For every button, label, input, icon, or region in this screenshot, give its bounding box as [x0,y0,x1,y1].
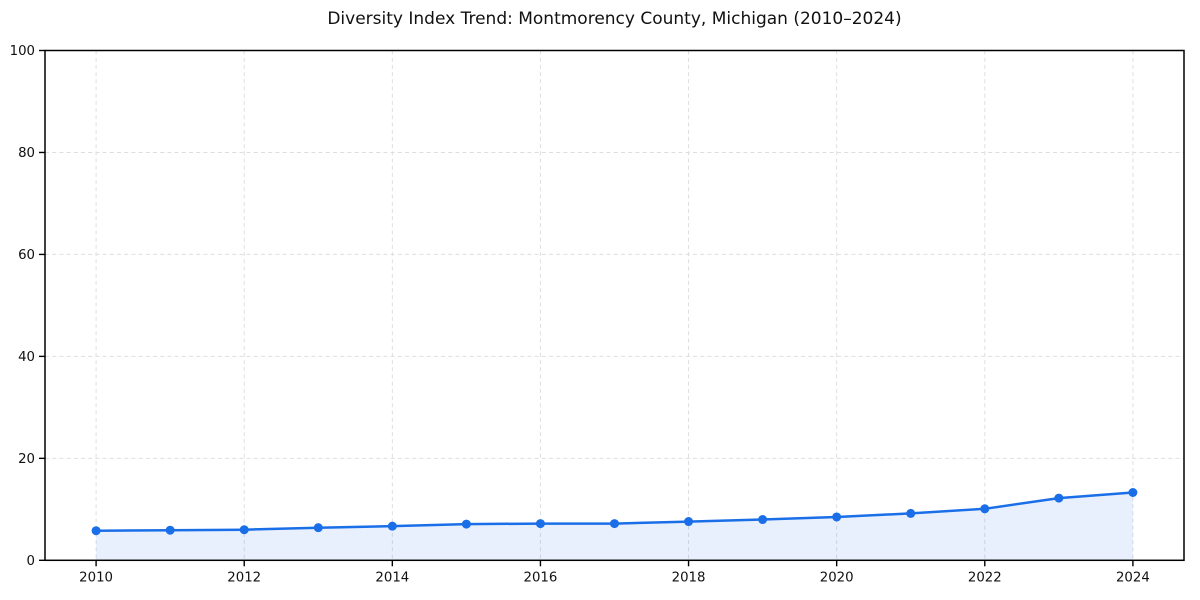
data-point [387,521,397,531]
x-tick-label: 2014 [375,570,409,585]
x-tick-label: 2020 [820,570,854,585]
data-point [239,525,249,535]
y-tick-label: 0 [27,554,35,569]
x-tick-label: 2016 [524,570,558,585]
y-tick-label: 40 [18,350,35,365]
x-tick-label: 2024 [1116,570,1150,585]
data-point [610,519,619,529]
y-tick-label: 80 [18,146,35,161]
data-point [832,512,842,522]
chart-title: Diversity Index Trend: Montmorency Count… [327,9,902,29]
data-point [535,519,545,529]
data-point [461,519,471,529]
data-point [1054,493,1064,503]
x-tick-label: 2022 [968,570,1002,585]
data-point [313,523,323,533]
y-tick-label: 100 [10,44,35,59]
data-point [906,508,916,518]
data-point [758,515,768,525]
y-tick-label: 20 [18,452,35,467]
x-tick-label: 2010 [79,570,113,585]
data-point [980,504,990,514]
x-tick-label: 2012 [227,570,261,585]
plot-border [44,49,1185,562]
x-tick-label: 2018 [672,570,706,585]
data-point [165,525,175,535]
data-point [684,517,694,527]
data-point [1128,487,1138,497]
data-point [91,526,101,536]
y-tick-label: 60 [18,248,35,263]
